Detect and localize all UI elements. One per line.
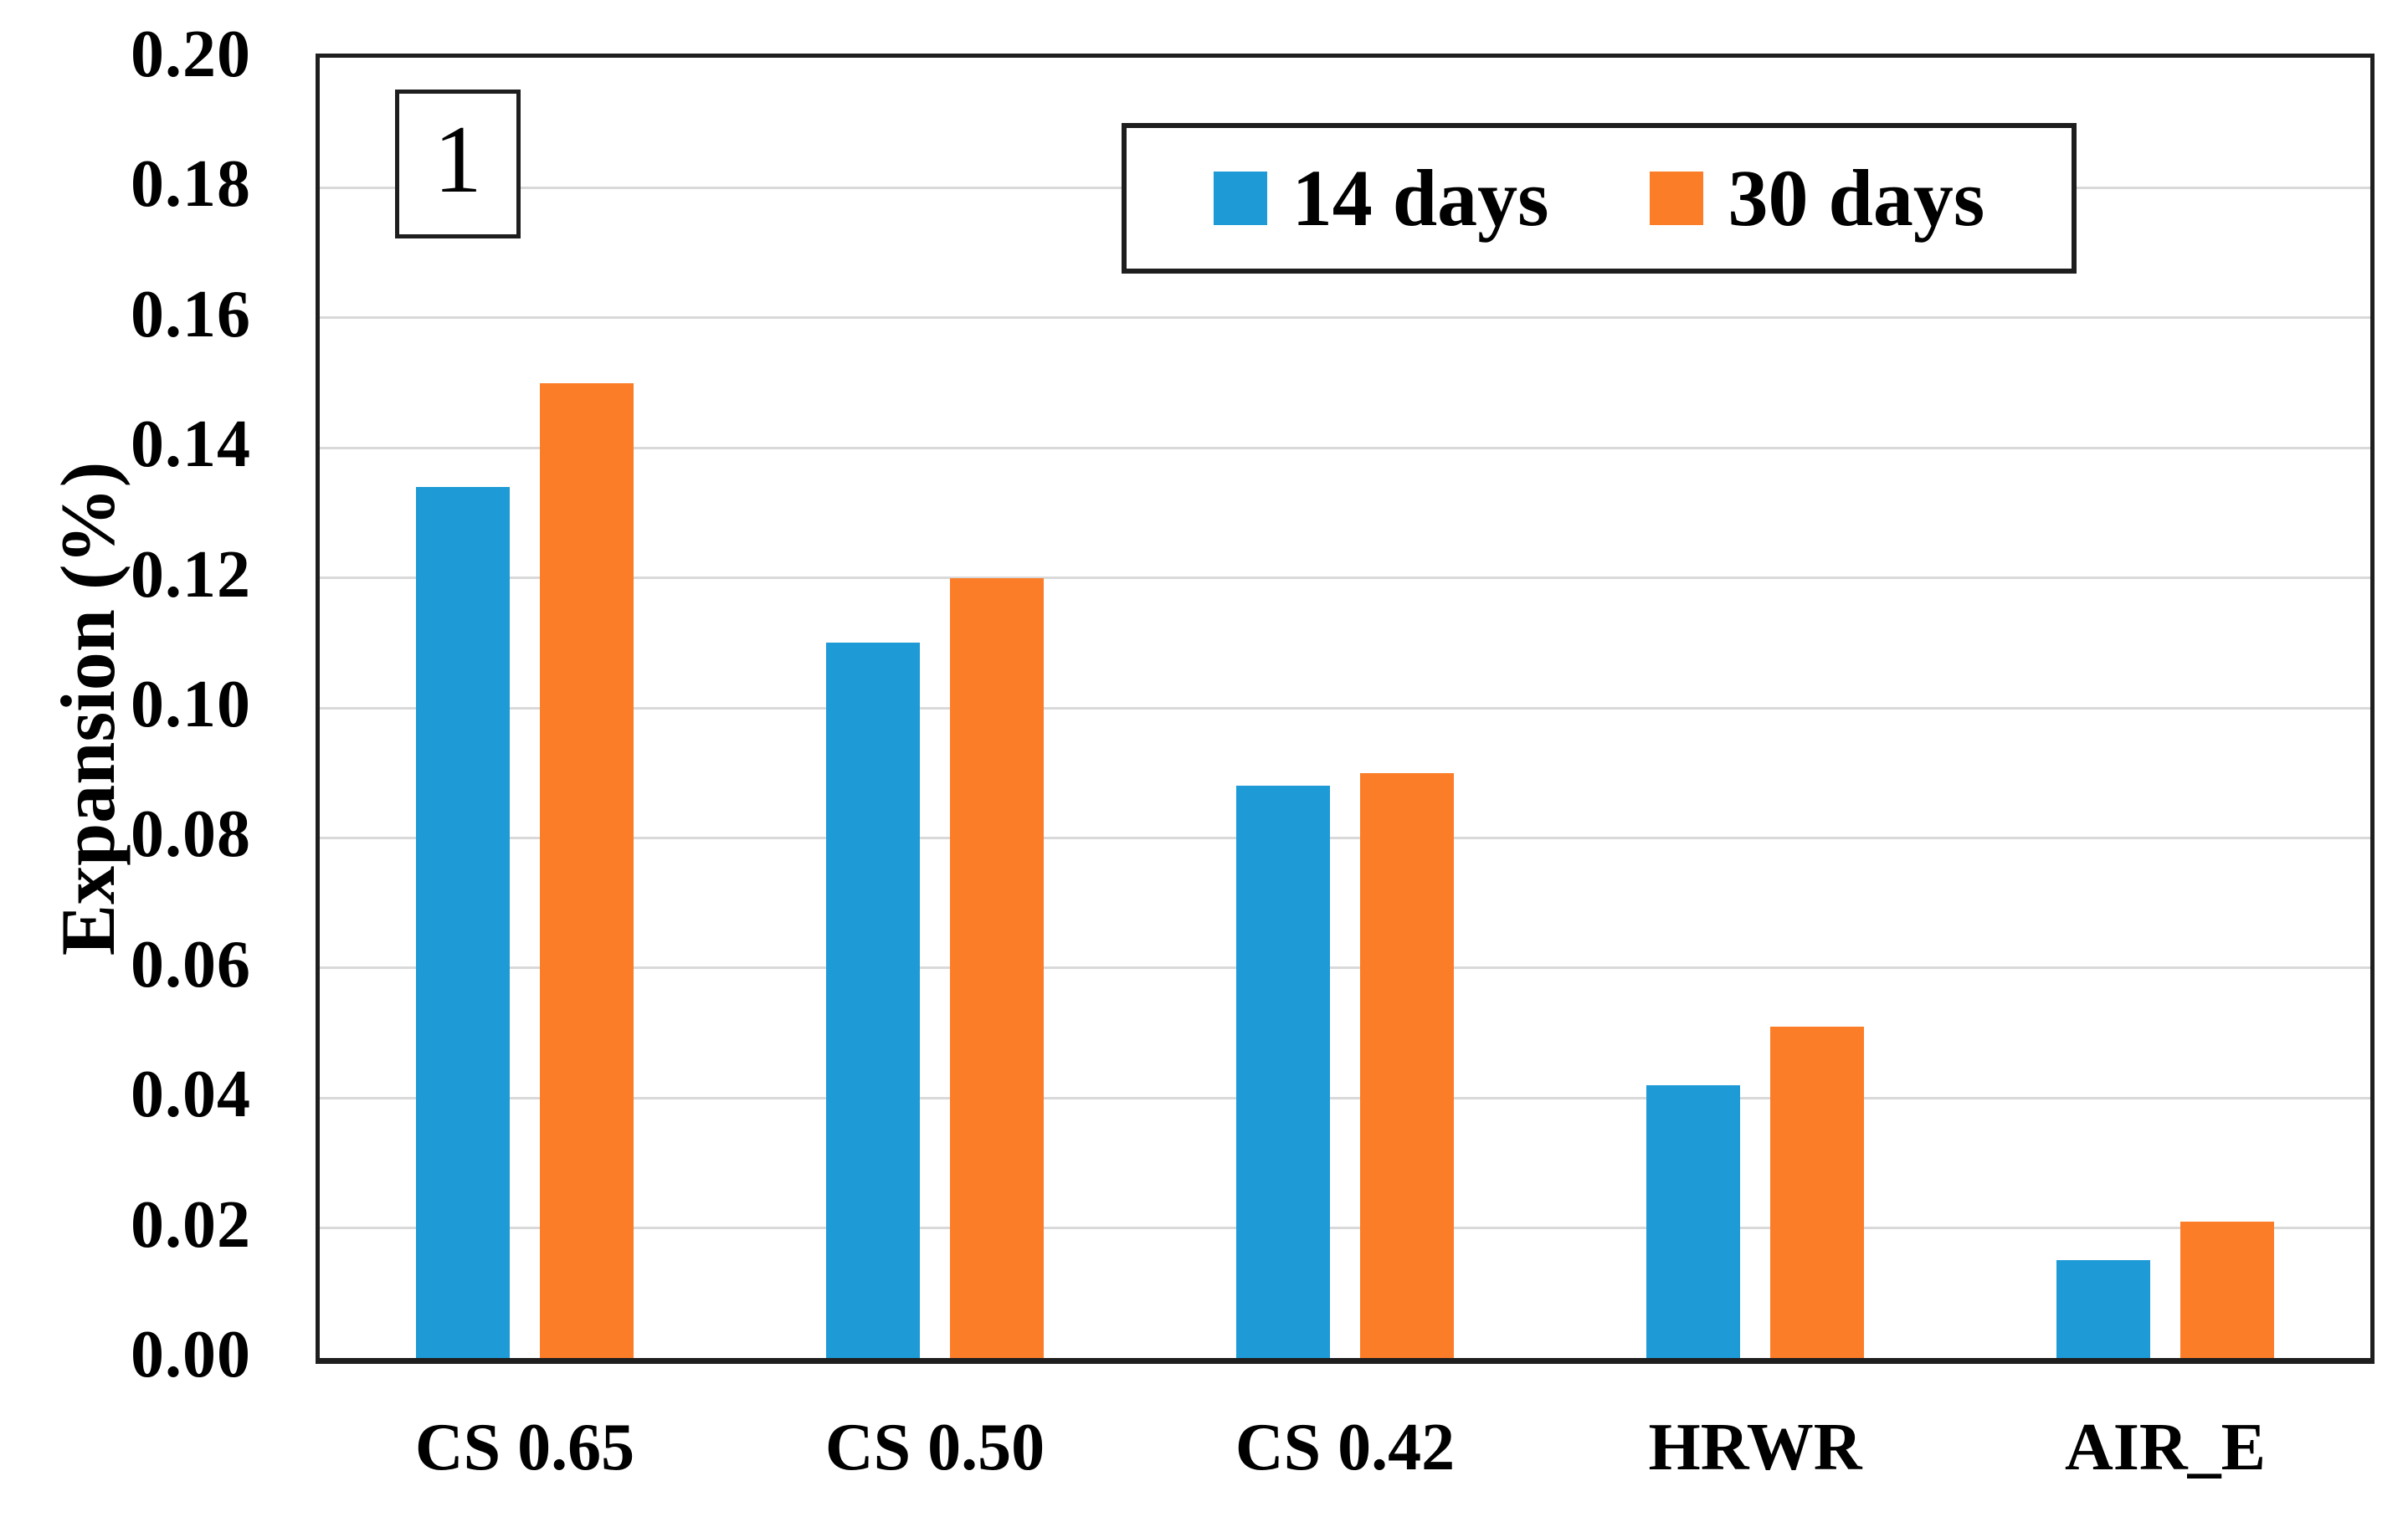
x-category-label: CS 0.50 <box>824 1411 1045 1484</box>
legend-entry-30-days: 30 days <box>1649 153 1985 243</box>
gridline <box>320 316 2370 320</box>
y-tick-label: 0.16 <box>131 277 251 351</box>
bar-14-days-AIR_E <box>2056 1260 2150 1358</box>
plot-area: 1 14 days 30 days <box>316 54 2375 1364</box>
gridline <box>320 706 2370 710</box>
legend-swatch-14-days <box>1213 172 1267 225</box>
y-tick-label: 0.10 <box>131 667 251 741</box>
y-tick-label: 0.18 <box>131 147 251 222</box>
y-tick-label: 0.08 <box>131 797 251 872</box>
gridline <box>320 1227 2370 1230</box>
gridline <box>320 446 2370 449</box>
legend-entry-14-days: 14 days <box>1213 153 1549 243</box>
legend-label-30-days: 30 days <box>1728 153 1985 243</box>
gridline <box>320 577 2370 580</box>
legend: 14 days 30 days <box>1122 123 2077 274</box>
legend-label-14-days: 14 days <box>1291 153 1549 243</box>
gridline <box>320 1096 2370 1099</box>
panel-label: 1 <box>434 105 482 213</box>
y-tick-label: 0.04 <box>131 1058 251 1132</box>
y-tick-label: 0.14 <box>131 407 251 482</box>
y-tick-label: 0.00 <box>131 1317 251 1391</box>
bar-30-days-CS-0.50 <box>950 577 1044 1358</box>
x-category-label: HRWR <box>1648 1411 1862 1484</box>
bar-14-days-CS-0.65 <box>416 486 510 1358</box>
bar-14-days-CS-0.42 <box>1236 786 1330 1358</box>
y-tick-label: 0.02 <box>131 1187 251 1262</box>
bar-30-days-CS-0.42 <box>1360 772 1454 1358</box>
bar-30-days-AIR_E <box>2180 1221 2274 1358</box>
y-tick-label: 0.20 <box>131 17 251 91</box>
legend-swatch-30-days <box>1649 172 1703 225</box>
bar-14-days-CS-0.50 <box>826 643 920 1358</box>
bar-30-days-HRWR <box>1770 1026 1864 1358</box>
y-tick-label: 0.12 <box>131 537 251 612</box>
gridline <box>320 836 2370 839</box>
panel-label-box: 1 <box>395 90 521 238</box>
gridline <box>320 966 2370 970</box>
y-tick-label: 0.06 <box>131 927 251 1002</box>
x-category-label: CS 0.65 <box>414 1411 635 1484</box>
x-category-label: CS 0.42 <box>1235 1411 1456 1484</box>
x-category-label: AIR_E <box>2064 1411 2267 1484</box>
bar-14-days-HRWR <box>1646 1084 1740 1358</box>
bar-30-days-CS-0.65 <box>540 382 634 1358</box>
